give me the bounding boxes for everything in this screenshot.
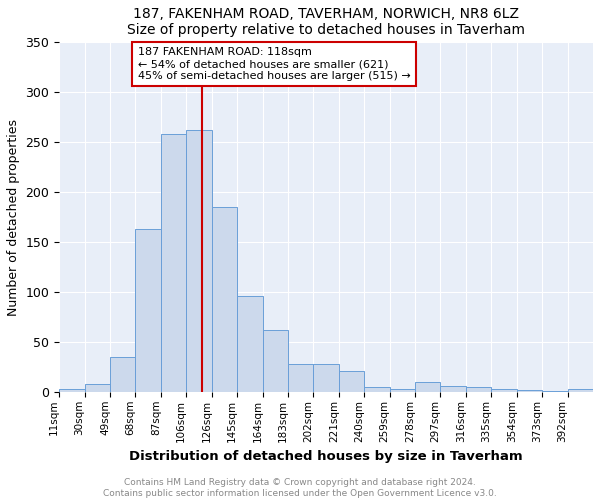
Bar: [568, 389, 593, 392]
Bar: [186, 130, 212, 392]
Bar: [110, 357, 136, 392]
Bar: [389, 389, 415, 392]
Bar: [263, 330, 288, 392]
Bar: [288, 364, 313, 392]
Bar: [59, 389, 85, 392]
Bar: [161, 134, 186, 392]
Bar: [415, 382, 440, 392]
Bar: [491, 389, 517, 392]
Y-axis label: Number of detached properties: Number of detached properties: [7, 118, 20, 316]
Bar: [212, 207, 237, 392]
Bar: [440, 386, 466, 392]
Bar: [339, 371, 364, 392]
Bar: [85, 384, 110, 392]
Text: 187 FAKENHAM ROAD: 118sqm
← 54% of detached houses are smaller (621)
45% of semi: 187 FAKENHAM ROAD: 118sqm ← 54% of detac…: [138, 48, 411, 80]
Bar: [466, 387, 491, 392]
Bar: [364, 387, 389, 392]
Bar: [517, 390, 542, 392]
Bar: [136, 229, 161, 392]
Bar: [237, 296, 263, 392]
Bar: [313, 364, 339, 392]
Bar: [542, 391, 568, 392]
Text: Contains HM Land Registry data © Crown copyright and database right 2024.
Contai: Contains HM Land Registry data © Crown c…: [103, 478, 497, 498]
X-axis label: Distribution of detached houses by size in Taverham: Distribution of detached houses by size …: [129, 450, 523, 463]
Title: 187, FAKENHAM ROAD, TAVERHAM, NORWICH, NR8 6LZ
Size of property relative to deta: 187, FAKENHAM ROAD, TAVERHAM, NORWICH, N…: [127, 7, 525, 37]
